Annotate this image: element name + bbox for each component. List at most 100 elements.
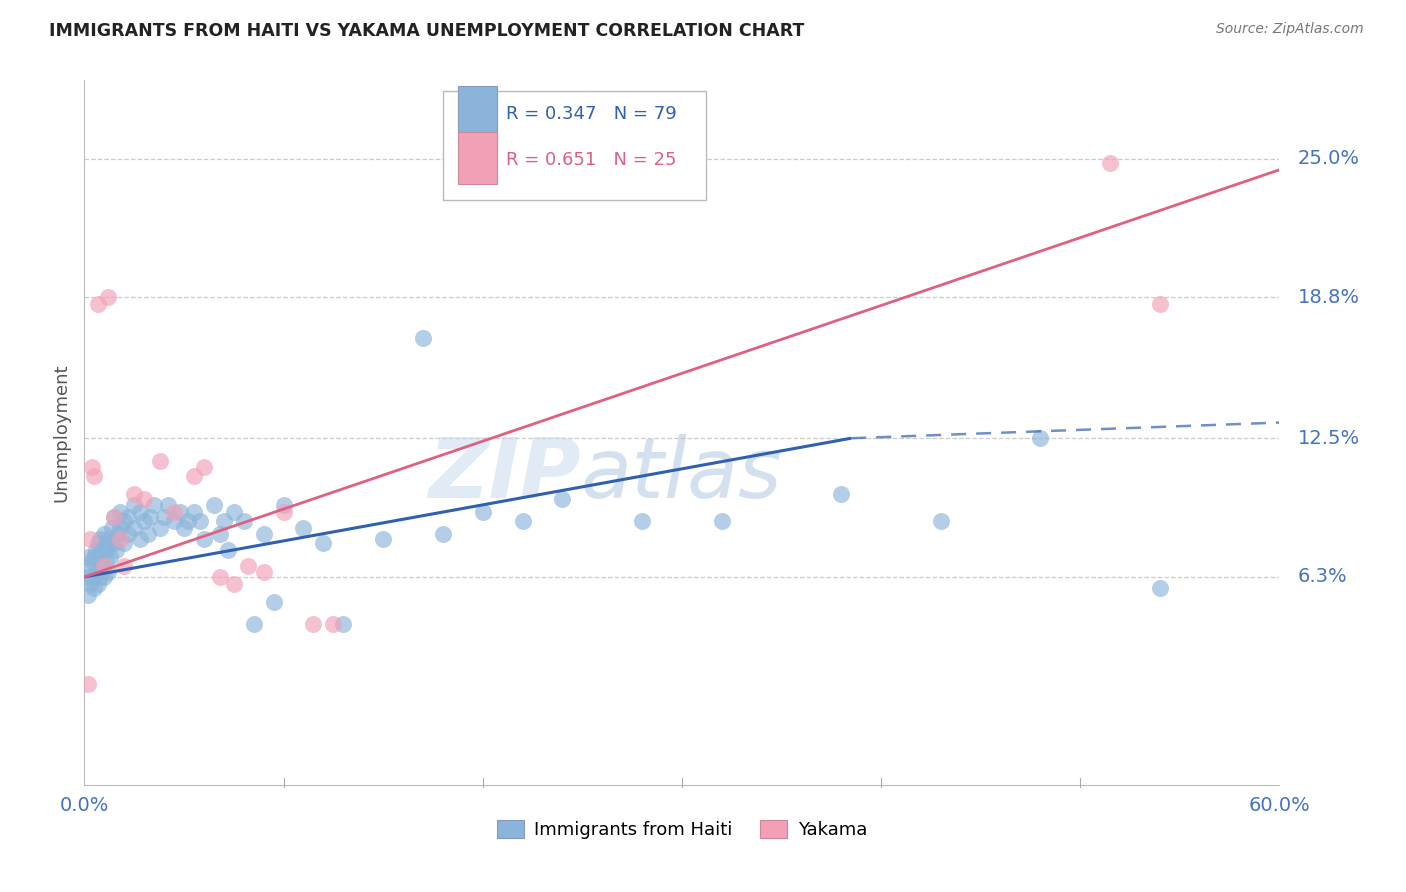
Point — [173, 521, 195, 535]
Point — [96, 543, 118, 558]
Point — [117, 509, 139, 524]
Point — [83, 581, 105, 595]
Point — [77, 549, 100, 564]
Text: 18.8%: 18.8% — [1298, 288, 1360, 307]
Point — [136, 527, 159, 541]
Point — [103, 509, 125, 524]
Point — [432, 527, 454, 541]
Point — [87, 297, 110, 311]
Point — [1149, 581, 1171, 595]
Point — [122, 487, 145, 501]
Point — [82, 460, 104, 475]
Text: atlas: atlas — [581, 434, 782, 516]
Point — [93, 527, 115, 541]
Point — [631, 514, 654, 528]
Point — [149, 453, 172, 467]
Point — [149, 521, 172, 535]
Point — [512, 514, 534, 528]
Point — [129, 532, 152, 546]
Point — [157, 499, 180, 513]
Point — [232, 514, 254, 528]
Point — [202, 499, 225, 513]
Point — [273, 505, 295, 519]
Point — [107, 527, 129, 541]
Point — [188, 514, 211, 528]
Text: Source: ZipAtlas.com: Source: ZipAtlas.com — [1216, 22, 1364, 37]
Text: IMMIGRANTS FROM HAITI VS YAKAMA UNEMPLOYMENT CORRELATION CHART: IMMIGRANTS FROM HAITI VS YAKAMA UNEMPLOY… — [49, 22, 804, 40]
Point — [86, 543, 108, 558]
Point — [710, 514, 733, 528]
Point — [77, 677, 100, 691]
Point — [87, 576, 110, 591]
FancyBboxPatch shape — [443, 91, 706, 200]
Point — [292, 521, 315, 535]
Point — [212, 514, 235, 528]
Point — [1099, 156, 1122, 170]
Point — [929, 514, 952, 528]
Text: 6.3%: 6.3% — [1298, 567, 1347, 586]
Point — [163, 505, 186, 519]
Point — [89, 570, 111, 584]
Text: 0.0%: 0.0% — [59, 797, 110, 815]
Point — [110, 532, 132, 546]
Point — [110, 521, 132, 535]
Point — [86, 566, 108, 580]
Point — [183, 469, 205, 483]
Point — [93, 570, 115, 584]
Point — [253, 566, 276, 580]
Point — [302, 616, 325, 631]
Point — [143, 499, 166, 513]
Point — [322, 616, 344, 631]
Point — [373, 532, 395, 546]
Point — [87, 536, 110, 550]
Point — [79, 576, 101, 591]
Point — [208, 527, 231, 541]
Point — [112, 514, 135, 528]
Point — [82, 554, 104, 568]
Point — [98, 549, 121, 564]
Point — [112, 536, 135, 550]
Point — [82, 570, 104, 584]
FancyBboxPatch shape — [458, 86, 496, 138]
Point — [97, 532, 120, 546]
Point — [830, 487, 852, 501]
Point — [242, 616, 264, 631]
Point — [312, 536, 335, 550]
Point — [96, 554, 118, 568]
Point — [551, 491, 574, 506]
Point — [110, 505, 132, 519]
Point — [83, 469, 105, 483]
Point — [83, 549, 105, 564]
Point — [139, 509, 162, 524]
Point — [79, 532, 101, 546]
Point — [132, 491, 156, 506]
FancyBboxPatch shape — [458, 132, 496, 184]
Point — [169, 505, 191, 519]
Point — [105, 543, 128, 558]
Point — [183, 505, 205, 519]
Legend: Immigrants from Haiti, Yakama: Immigrants from Haiti, Yakama — [489, 813, 875, 847]
Point — [217, 543, 239, 558]
Point — [236, 558, 259, 573]
Point — [97, 290, 120, 304]
Text: R = 0.347   N = 79: R = 0.347 N = 79 — [506, 105, 676, 123]
Text: ZIP: ZIP — [427, 434, 581, 516]
Point — [97, 566, 120, 580]
Point — [93, 558, 115, 573]
Point — [471, 505, 494, 519]
Point — [77, 588, 100, 602]
Point — [263, 594, 285, 608]
Point — [177, 514, 200, 528]
Point — [273, 499, 295, 513]
Point — [75, 570, 97, 584]
Point — [79, 558, 101, 573]
Text: 60.0%: 60.0% — [1249, 797, 1310, 815]
Text: R = 0.651   N = 25: R = 0.651 N = 25 — [506, 151, 676, 169]
Point — [91, 558, 114, 573]
Point — [122, 521, 145, 535]
Point — [208, 570, 231, 584]
Point — [222, 505, 245, 519]
Point — [132, 514, 156, 528]
Point — [332, 616, 354, 631]
Point — [101, 521, 124, 535]
